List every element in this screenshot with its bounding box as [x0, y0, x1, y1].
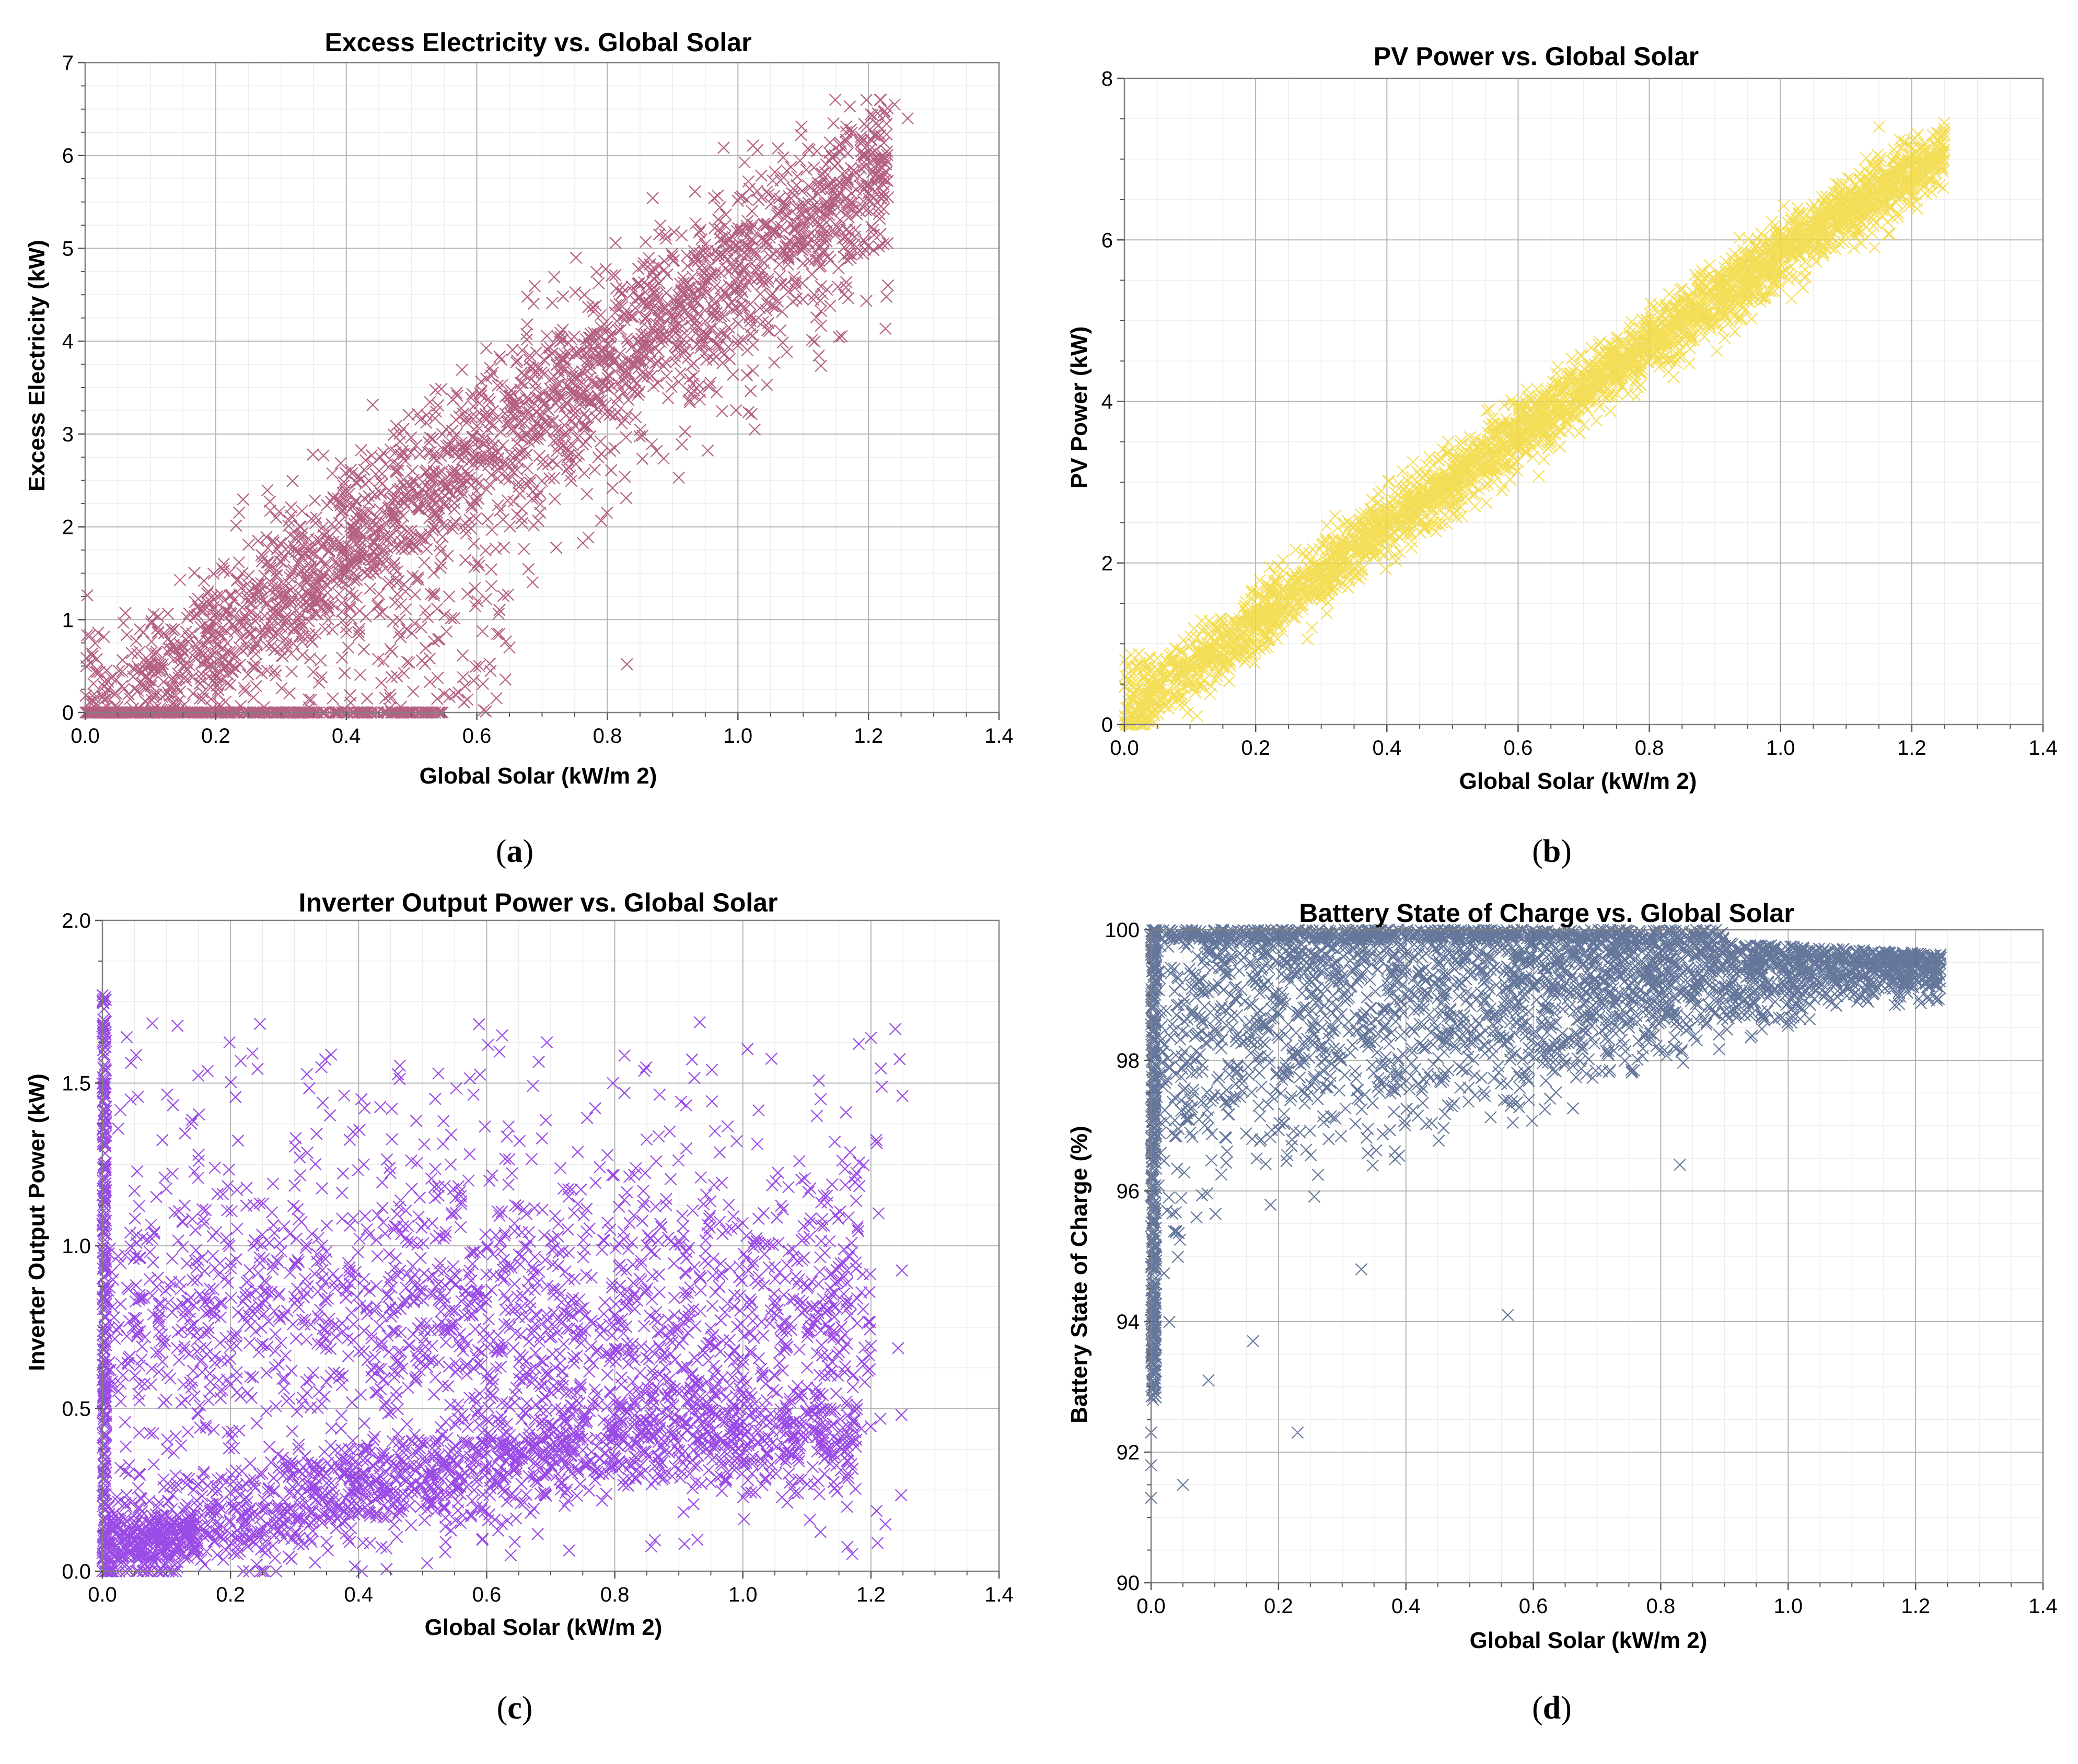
y-tick-label-c: 1.0 [62, 1235, 91, 1258]
xlabel-c: Global Solar (kW/m 2) [425, 1615, 663, 1640]
y-tick-label-b: 8 [1101, 67, 1113, 90]
x-tick-label-b: 0.0 [1110, 737, 1139, 760]
y-tick-label-a: 6 [62, 145, 74, 168]
x-tick-label-c: 0.0 [88, 1583, 117, 1606]
y-tick-label-a: 4 [62, 330, 74, 353]
y-tick-label-a: 0 [62, 702, 74, 725]
title-c: Inverter Output Power vs. Global Solar [299, 888, 778, 917]
x-tick-label-a: 1.0 [723, 725, 752, 747]
title-b: PV Power vs. Global Solar [1374, 42, 1699, 71]
title-a: Excess Electricity vs. Global Solar [324, 28, 751, 57]
x-tick-label-d: 0.0 [1136, 1595, 1166, 1618]
ylabel-c: Inverter Output Power (kW) [24, 1073, 50, 1371]
x-tick-label-b: 0.2 [1241, 737, 1270, 760]
x-tick-label-a: 0.0 [71, 725, 100, 747]
xlabel-b: Global Solar (kW/m 2) [1459, 768, 1697, 794]
x-tick-label-b: 0.8 [1635, 737, 1664, 760]
caption-letter-b: b [1543, 834, 1561, 869]
y-tick-label-d: 90 [1117, 1572, 1140, 1595]
panel-b: 0.0 0.2 0.4 0.6 0.8 1.0 1.2 1.4 0 2 4 6 8 PV Power v… [1066, 42, 2058, 869]
y-tick-label-a: 1 [62, 609, 74, 632]
caption-letter-c: c [507, 1690, 522, 1726]
data-points-d [1145, 924, 1947, 1504]
caption-d: (d) [1532, 1690, 1572, 1726]
caption-a: (a) [496, 834, 533, 869]
x-tick-label-a: 0.6 [462, 725, 492, 747]
caption-b: (b) [1532, 834, 1572, 869]
x-tick-label-a: 0.2 [201, 725, 230, 747]
xlabel-a: Global Solar (kW/m 2) [420, 763, 657, 789]
y-tick-label-d: 96 [1117, 1180, 1140, 1203]
x-tick-label-b: 0.4 [1372, 737, 1401, 760]
ylabel-b: PV Power (kW) [1066, 326, 1092, 489]
y-tick-label-a: 5 [62, 237, 74, 260]
x-tick-label-b: 0.6 [1504, 737, 1533, 760]
x-tick-label-b: 1.4 [2028, 737, 2058, 760]
xlabel-d: Global Solar (kW/m 2) [1470, 1628, 1708, 1653]
y-tick-label-a: 2 [62, 516, 74, 539]
y-tick-label-d: 100 [1105, 919, 1140, 942]
caption-letter-d: d [1543, 1690, 1561, 1726]
x-tick-label-d: 0.8 [1646, 1595, 1676, 1618]
panel-a: 0.0 0.2 0.4 0.6 0.8 1.0 1.2 1.4 0 1 2 3 4 5 6 7 Excess … [24, 28, 1014, 869]
panel-c: 0.0 0.2 0.4 0.6 0.8 1.0 1.2 1.40.00.51.01.52.0 … [24, 888, 1014, 1726]
y-tick-label-b: 6 [1101, 229, 1113, 252]
plot-area-b: 0.0 0.2 0.4 0.6 0.8 1.0 1.2 1.4 0 2 4 6 8 [1101, 67, 2058, 760]
y-tick-label-a: 3 [62, 423, 74, 446]
y-tick-label-c: 2.0 [62, 909, 91, 932]
x-tick-label-a: 0.8 [593, 725, 622, 747]
plot-area-d: 0.0 0.2 0.4 0.6 0.8 1.0 1.2 1.4 90 92 94 96 98 100 [1105, 919, 2058, 1618]
title-d: Battery State of Charge vs. Global Solar [1299, 898, 1794, 928]
x-tick-label-c: 1.4 [984, 1583, 1014, 1606]
x-tick-label-c: 1.0 [728, 1583, 758, 1606]
x-tick-label-b: 1.2 [1897, 737, 1926, 760]
x-tick-label-c: 0.4 [344, 1583, 373, 1606]
y-tick-label-b: 4 [1101, 391, 1113, 414]
data-points-b [1118, 116, 1951, 731]
x-tick-label-d: 0.4 [1391, 1595, 1421, 1618]
x-tick-label-d: 0.6 [1519, 1595, 1548, 1618]
x-tick-label-d: 1.2 [1901, 1595, 1930, 1618]
caption-letter-a: a [507, 834, 523, 869]
x-tick-label-d: 1.0 [1773, 1595, 1803, 1618]
y-tick-label-d: 98 [1117, 1049, 1140, 1072]
y-tick-label-c: 0.0 [62, 1560, 91, 1583]
x-tick-label-d: 1.4 [2028, 1595, 2058, 1618]
panel-d: 0.0 0.2 0.4 0.6 0.8 1.0 1.2 1.4 90 92 94 96 98 100 Ba… [1066, 898, 2058, 1726]
x-tick-label-a: 1.4 [984, 725, 1014, 747]
plot-area-c: 0.0 0.2 0.4 0.6 0.8 1.0 1.2 1.4 0.0 0.5 1.0 1.5 2.0 [62, 909, 1013, 1606]
x-tick-label-c: 1.2 [856, 1583, 886, 1606]
y-tick-label-b: 0 [1101, 714, 1113, 737]
y-tick-label-a: 7 [62, 52, 74, 75]
caption-c: (c) [497, 1690, 533, 1726]
x-tick-label-d: 0.2 [1264, 1595, 1293, 1618]
x-tick-label-a: 0.4 [332, 725, 361, 747]
ylabel-d: Battery State of Charge (%) [1066, 1126, 1092, 1423]
x-tick-label-a: 1.2 [854, 725, 883, 747]
y-tick-label-b: 2 [1101, 552, 1113, 575]
x-tick-label-c: 0.6 [472, 1583, 502, 1606]
x-tick-label-b: 1.0 [1766, 737, 1795, 760]
plot-area-a: 0.0 0.2 0.4 0.6 0.8 1.0 1.2 1.4 0 1 2 3 4 5 6 7 [62, 52, 1014, 747]
x-tick-label-c: 0.2 [216, 1583, 245, 1606]
y-tick-label-c: 0.5 [62, 1398, 91, 1421]
y-tick-label-d: 92 [1117, 1441, 1140, 1464]
y-tick-label-c: 1.5 [62, 1072, 91, 1095]
x-tick-label-c: 0.8 [600, 1583, 630, 1606]
y-tick-label-d: 94 [1117, 1311, 1140, 1334]
ylabel-a: Excess Electricity (kW) [24, 240, 50, 492]
